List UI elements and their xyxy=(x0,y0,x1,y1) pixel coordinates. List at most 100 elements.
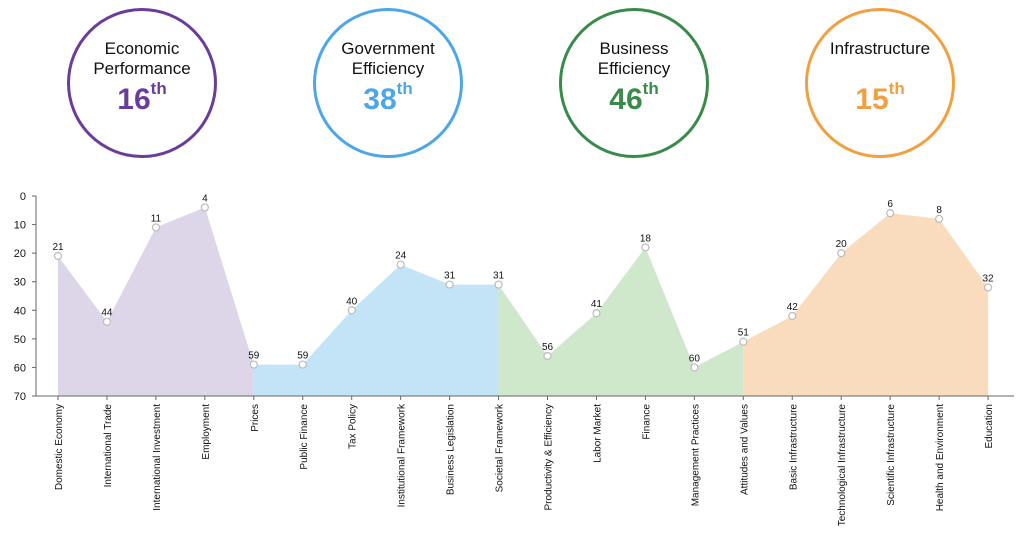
data-point xyxy=(445,280,454,289)
factor-name-line2: Performance xyxy=(93,59,191,78)
factor-circle-government-efficiency: Government Efficiency 38th xyxy=(313,8,463,158)
y-tick-label: 40 xyxy=(14,305,26,317)
factor-rank-suffix: th xyxy=(642,79,659,98)
y-tick-label: 30 xyxy=(14,277,26,289)
data-point xyxy=(934,214,944,223)
data-point xyxy=(494,280,503,289)
data-point xyxy=(641,243,650,252)
x-tick-label: Prices xyxy=(250,404,261,432)
factor-name: Economic Performance xyxy=(70,39,214,79)
factor-name: Infrastructure xyxy=(808,39,952,59)
x-tick-label: Technological Infrastructure xyxy=(837,404,848,527)
data-label: 11 xyxy=(151,213,162,224)
factor-name-line2: Efficiency xyxy=(351,59,425,78)
data-label: 60 xyxy=(689,353,701,364)
x-tick-label: Business Legislation xyxy=(446,404,457,495)
data-point xyxy=(886,209,895,218)
data-point xyxy=(739,337,748,346)
data-label: 21 xyxy=(52,242,64,253)
data-point xyxy=(200,203,209,212)
data-label: 8 xyxy=(936,205,942,216)
y-tick-label: 70 xyxy=(14,391,26,403)
data-label: 24 xyxy=(395,251,407,262)
area-segment-3 xyxy=(743,213,989,396)
data-point xyxy=(53,251,63,261)
data-point xyxy=(592,309,601,318)
factor-rank-suffix: th xyxy=(150,79,167,98)
x-tick-label: Basic Infrastructure xyxy=(788,404,799,491)
x-tick-label: Productivity & Efficiency xyxy=(544,404,555,511)
factor-rank-value: 15 xyxy=(855,83,889,116)
data-point xyxy=(837,249,846,258)
data-label: 4 xyxy=(202,193,208,204)
x-tick-label: Tax Policy xyxy=(348,404,359,449)
data-label: 59 xyxy=(248,351,260,362)
data-label: 6 xyxy=(887,199,893,210)
factor-rank: 38th xyxy=(316,79,460,117)
data-label: 51 xyxy=(738,328,750,339)
factor-rank-suffix: th xyxy=(396,79,413,98)
x-tick-label: Institutional Framework xyxy=(397,403,408,507)
data-label: 42 xyxy=(787,302,799,313)
factor-name-line1: Business xyxy=(599,39,669,58)
factor-rank-value: 16 xyxy=(117,83,151,116)
x-tick-label: International Investment xyxy=(152,404,163,511)
area-segment-2 xyxy=(498,247,744,396)
area-segment-0 xyxy=(58,207,254,396)
x-tick-label: Education xyxy=(984,404,995,448)
data-label: 20 xyxy=(836,239,848,250)
factor-rank-suffix: th xyxy=(888,79,905,98)
factor-rank-value: 38 xyxy=(363,83,397,116)
factor-name-line1: Infrastructure xyxy=(829,39,931,58)
factor-name-line2: Efficiency xyxy=(597,59,671,78)
data-point xyxy=(983,283,993,292)
y-tick-label: 60 xyxy=(14,362,26,374)
factor-circle-business-efficiency: Business Efficiency 46th xyxy=(559,8,709,158)
factor-rank: 15th xyxy=(808,79,952,117)
data-label: 41 xyxy=(591,299,603,310)
data-label: 31 xyxy=(444,271,456,282)
x-tick-label: Finance xyxy=(641,404,652,440)
x-tick-label: Management Practices xyxy=(690,404,701,506)
factor-circle-infrastructure: Infrastructure 15th xyxy=(805,8,955,158)
data-label: 18 xyxy=(640,233,652,244)
factor-name-line1: Economic xyxy=(104,39,180,58)
data-point xyxy=(102,317,112,326)
factor-name-line1: Government xyxy=(341,39,435,58)
data-point xyxy=(690,363,699,372)
factor-rank: 16th xyxy=(70,79,214,117)
factor-name: Government Efficiency xyxy=(316,39,460,79)
data-point xyxy=(396,260,405,269)
data-label: 31 xyxy=(493,271,505,282)
x-tick-label: Scientific Infrastructure xyxy=(886,404,897,506)
y-tick-label: 50 xyxy=(14,334,26,346)
factor-circle-economic-performance: Economic Performance 16th xyxy=(67,8,217,158)
y-tick-label: 20 xyxy=(14,248,26,260)
data-label: 59 xyxy=(297,351,309,362)
x-tick-label: Health and Environment xyxy=(935,404,946,512)
data-label: 32 xyxy=(982,273,994,284)
data-label: 44 xyxy=(101,308,113,319)
factor-rank-value: 46 xyxy=(609,83,643,116)
x-tick-label: Domestic Economy xyxy=(54,404,65,490)
data-point xyxy=(151,223,160,232)
y-tick-label: 0 xyxy=(20,191,26,203)
data-point xyxy=(543,351,552,361)
data-point xyxy=(298,360,307,369)
data-point xyxy=(788,311,797,321)
y-tick-label: 10 xyxy=(14,220,26,232)
data-point xyxy=(347,306,356,315)
x-tick-label: Labor Market xyxy=(592,404,603,463)
factor-rank: 46th xyxy=(562,79,706,117)
x-tick-label: Attitudes and Values xyxy=(739,404,750,495)
area-segment-1 xyxy=(253,264,499,396)
factor-name: Business Efficiency xyxy=(562,39,706,79)
data-label: 40 xyxy=(346,296,358,307)
x-tick-label: Public Finance xyxy=(299,404,310,470)
x-tick-label: Societal Framework xyxy=(495,403,506,492)
data-point xyxy=(249,360,258,369)
x-tick-label: International Trade xyxy=(103,404,114,488)
x-tick-label: Employment xyxy=(201,404,212,460)
data-label: 56 xyxy=(542,342,554,353)
